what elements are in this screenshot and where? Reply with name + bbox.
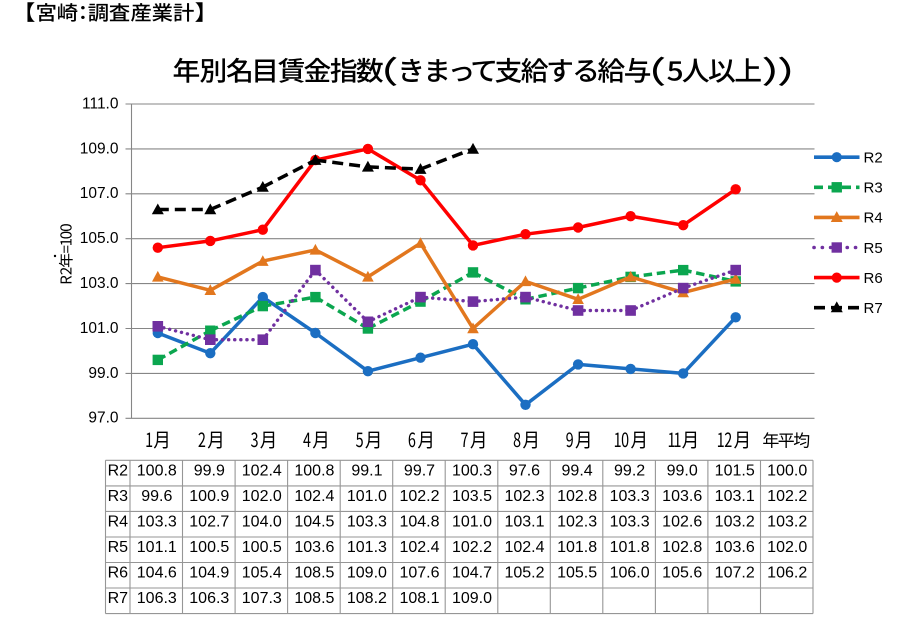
svg-text:99.9: 99.9 bbox=[194, 462, 225, 479]
svg-text:102.4: 102.4 bbox=[504, 539, 544, 556]
svg-text:104.0: 104.0 bbox=[242, 514, 282, 531]
svg-text:100.8: 100.8 bbox=[294, 462, 334, 479]
svg-text:109.0: 109.0 bbox=[80, 140, 119, 157]
svg-text:102.2: 102.2 bbox=[767, 488, 807, 505]
svg-text:R7: R7 bbox=[108, 590, 129, 607]
svg-text:102.7: 102.7 bbox=[189, 514, 229, 531]
svg-text:102.3: 102.3 bbox=[557, 514, 597, 531]
svg-text:108.5: 108.5 bbox=[294, 590, 334, 607]
svg-text:103.1: 103.1 bbox=[504, 514, 544, 531]
svg-text:107.2: 107.2 bbox=[715, 565, 755, 582]
svg-text:106.3: 106.3 bbox=[189, 590, 229, 607]
svg-text:102.0: 102.0 bbox=[242, 488, 282, 505]
svg-text:102.6: 102.6 bbox=[662, 514, 702, 531]
svg-text:105.0: 105.0 bbox=[80, 230, 119, 247]
svg-text:97.6: 97.6 bbox=[509, 462, 540, 479]
svg-text:103.6: 103.6 bbox=[715, 539, 755, 556]
svg-text:102.4: 102.4 bbox=[399, 539, 439, 556]
svg-text:R5: R5 bbox=[108, 539, 129, 556]
svg-text:108.5: 108.5 bbox=[294, 565, 334, 582]
svg-text:109.0: 109.0 bbox=[452, 590, 492, 607]
svg-text:100.3: 100.3 bbox=[452, 462, 492, 479]
svg-text:108.1: 108.1 bbox=[399, 590, 439, 607]
svg-text:100.5: 100.5 bbox=[242, 539, 282, 556]
svg-text:101.1: 101.1 bbox=[137, 539, 177, 556]
svg-text:102.0: 102.0 bbox=[767, 539, 807, 556]
svg-text:106.2: 106.2 bbox=[767, 565, 807, 582]
svg-text:106.0: 106.0 bbox=[610, 565, 650, 582]
svg-text:101.8: 101.8 bbox=[610, 539, 650, 556]
svg-text:103.3: 103.3 bbox=[137, 514, 177, 531]
svg-text:100.0: 100.0 bbox=[767, 462, 807, 479]
svg-text:107.0: 107.0 bbox=[80, 185, 119, 202]
svg-text:103.3: 103.3 bbox=[347, 514, 387, 531]
svg-text:107.6: 107.6 bbox=[399, 565, 439, 582]
svg-text:R2: R2 bbox=[864, 150, 883, 167]
svg-text:R5: R5 bbox=[864, 240, 883, 257]
svg-text:R4: R4 bbox=[108, 514, 129, 531]
svg-text:103.3: 103.3 bbox=[610, 514, 650, 531]
svg-text:107.3: 107.3 bbox=[242, 590, 282, 607]
svg-text:R7: R7 bbox=[864, 300, 883, 317]
svg-text:R6: R6 bbox=[864, 270, 883, 287]
svg-text:104.6: 104.6 bbox=[137, 565, 177, 582]
svg-text:103.2: 103.2 bbox=[715, 514, 755, 531]
svg-text:101.3: 101.3 bbox=[347, 539, 387, 556]
svg-text:109.0: 109.0 bbox=[347, 565, 387, 582]
svg-text:101.8: 101.8 bbox=[557, 539, 597, 556]
svg-text:105.2: 105.2 bbox=[504, 565, 544, 582]
svg-text:102.4: 102.4 bbox=[294, 488, 334, 505]
svg-text:101.5: 101.5 bbox=[715, 462, 755, 479]
svg-text:106.3: 106.3 bbox=[137, 590, 177, 607]
svg-text:104.9: 104.9 bbox=[189, 565, 229, 582]
svg-text:102.3: 102.3 bbox=[504, 488, 544, 505]
svg-text:99.0: 99.0 bbox=[667, 462, 698, 479]
svg-text:103.6: 103.6 bbox=[662, 488, 702, 505]
svg-text:104.8: 104.8 bbox=[399, 514, 439, 531]
svg-text:103.6: 103.6 bbox=[294, 539, 334, 556]
svg-text:105.6: 105.6 bbox=[662, 565, 702, 582]
svg-text:101.0: 101.0 bbox=[80, 320, 119, 337]
svg-text:105.4: 105.4 bbox=[242, 565, 282, 582]
svg-text:R2: R2 bbox=[108, 462, 129, 479]
svg-text:103.1: 103.1 bbox=[715, 488, 755, 505]
svg-text:R3: R3 bbox=[864, 180, 883, 197]
svg-text:103.3: 103.3 bbox=[610, 488, 650, 505]
svg-text:99.0: 99.0 bbox=[88, 365, 119, 382]
svg-text:R3: R3 bbox=[108, 488, 129, 505]
svg-text:102.2: 102.2 bbox=[399, 488, 439, 505]
svg-text:97.0: 97.0 bbox=[88, 410, 119, 427]
svg-text:104.5: 104.5 bbox=[294, 514, 334, 531]
svg-text:100.8: 100.8 bbox=[137, 462, 177, 479]
svg-text:102.8: 102.8 bbox=[662, 539, 702, 556]
svg-text:102.2: 102.2 bbox=[452, 539, 492, 556]
svg-text:101.0: 101.0 bbox=[452, 514, 492, 531]
svg-text:100.9: 100.9 bbox=[189, 488, 229, 505]
svg-text:104.7: 104.7 bbox=[452, 565, 492, 582]
svg-text:108.2: 108.2 bbox=[347, 590, 387, 607]
svg-text:R4: R4 bbox=[864, 210, 883, 227]
svg-text:102.8: 102.8 bbox=[557, 488, 597, 505]
svg-text:99.1: 99.1 bbox=[351, 462, 382, 479]
svg-text:111.0: 111.0 bbox=[82, 95, 119, 112]
svg-text:105.5: 105.5 bbox=[557, 565, 597, 582]
svg-text:99.4: 99.4 bbox=[562, 462, 593, 479]
svg-text:102.4: 102.4 bbox=[242, 462, 282, 479]
svg-text:103.0: 103.0 bbox=[80, 275, 119, 292]
svg-text:99.7: 99.7 bbox=[404, 462, 435, 479]
svg-text:103.5: 103.5 bbox=[452, 488, 492, 505]
svg-text:101.0: 101.0 bbox=[347, 488, 387, 505]
svg-text:103.2: 103.2 bbox=[767, 514, 807, 531]
svg-text:R6: R6 bbox=[108, 565, 129, 582]
svg-text:99.6: 99.6 bbox=[141, 488, 172, 505]
svg-text:99.2: 99.2 bbox=[614, 462, 645, 479]
svg-text:100.5: 100.5 bbox=[189, 539, 229, 556]
